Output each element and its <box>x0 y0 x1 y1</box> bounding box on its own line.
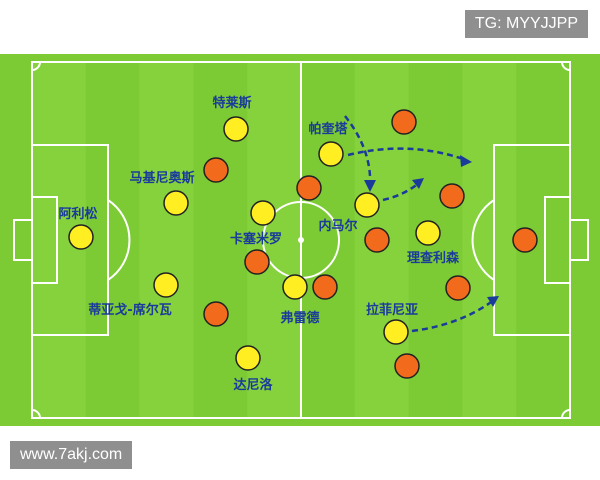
player-name-label: 卡塞米罗 <box>230 231 282 247</box>
pitch-stripe <box>139 62 194 418</box>
player-name-label: 弗雷德 <box>280 310 319 326</box>
arrow-heads <box>364 155 499 307</box>
player-marker <box>383 319 409 345</box>
player-marker <box>235 345 261 371</box>
player-name-label: 达尼洛 <box>233 377 273 393</box>
player-name-label: 内马尔 <box>318 218 357 234</box>
opponent-player-marker <box>203 301 229 327</box>
player-marker <box>318 141 344 167</box>
pitch-stripe <box>462 62 517 418</box>
player-name-label: 特莱斯 <box>212 95 251 111</box>
watermark-bottom: www.7akj.com <box>10 441 133 469</box>
opponent-player-marker <box>312 274 338 300</box>
opponent-player-marker <box>512 227 538 253</box>
player-name-label: 拉菲尼亚 <box>366 302 418 318</box>
player-name-label: 理查利森 <box>407 250 460 266</box>
player-marker <box>250 200 276 226</box>
opponent-player-marker <box>445 275 471 301</box>
right-goal <box>569 219 589 261</box>
player-marker <box>282 274 308 300</box>
watermark-top: TG: MYYJJPP <box>464 10 588 38</box>
player-marker <box>354 192 380 218</box>
opponent-player-marker <box>394 353 420 379</box>
opponent-player-marker <box>244 249 270 275</box>
movement-arrows <box>344 115 495 333</box>
player-marker <box>163 190 189 216</box>
player-marker <box>223 116 249 142</box>
player-name-label: 蒂亚戈-席尔瓦 <box>88 302 171 318</box>
left-goal <box>13 219 33 261</box>
center-spot <box>298 237 304 243</box>
player-marker <box>153 272 179 298</box>
player-marker <box>415 220 441 246</box>
opponent-player-marker <box>296 175 322 201</box>
player-name-label: 马基尼奥斯 <box>129 170 194 186</box>
player-name-label: 阿利松 <box>58 206 97 222</box>
opponent-player-marker <box>391 109 417 135</box>
opponent-player-marker <box>439 183 465 209</box>
opponent-player-marker <box>203 157 229 183</box>
player-name-label: 帕奎塔 <box>308 121 348 137</box>
player-marker <box>68 224 94 250</box>
opponent-player-marker <box>364 227 390 253</box>
